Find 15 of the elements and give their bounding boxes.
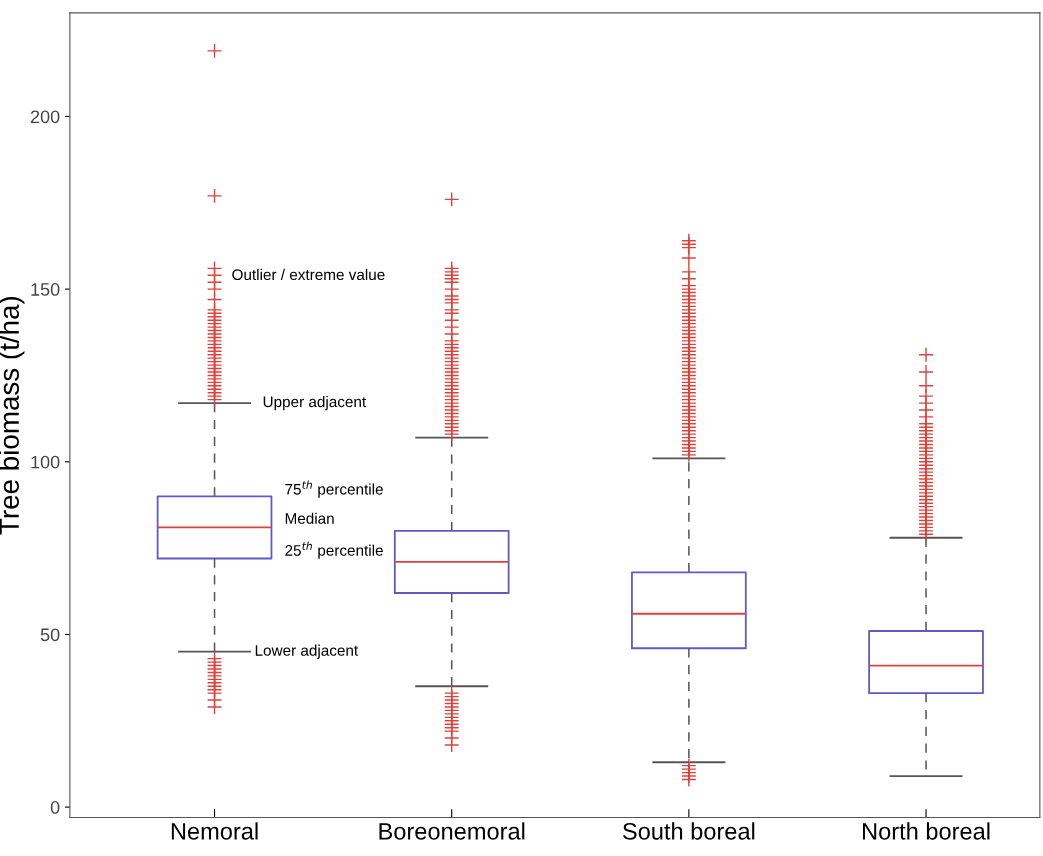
annotation: Lower adjacent [255,644,359,659]
y-tick-label: 0 [50,801,60,814]
y-tick-label: 150 [31,283,60,296]
annotation: Upper adjacent [263,395,367,411]
y-tick-label: 200 [30,110,60,124]
y-tick-label: 50 [40,628,60,642]
y-tick-label: 100 [31,455,60,469]
annotation: Median [285,512,334,524]
x-tick-label: South boreal [623,822,755,840]
x-tick-label: North boreal [863,822,990,840]
x-tick-label: Nemoral [171,822,258,840]
annotation: 25$^{th}$ percentile [285,541,383,559]
annotation: Outlier / extreme value [232,268,385,281]
x-tick-label: Boreonemoral [379,822,525,840]
annotation: 75$^{th}$ percentile [285,480,383,498]
